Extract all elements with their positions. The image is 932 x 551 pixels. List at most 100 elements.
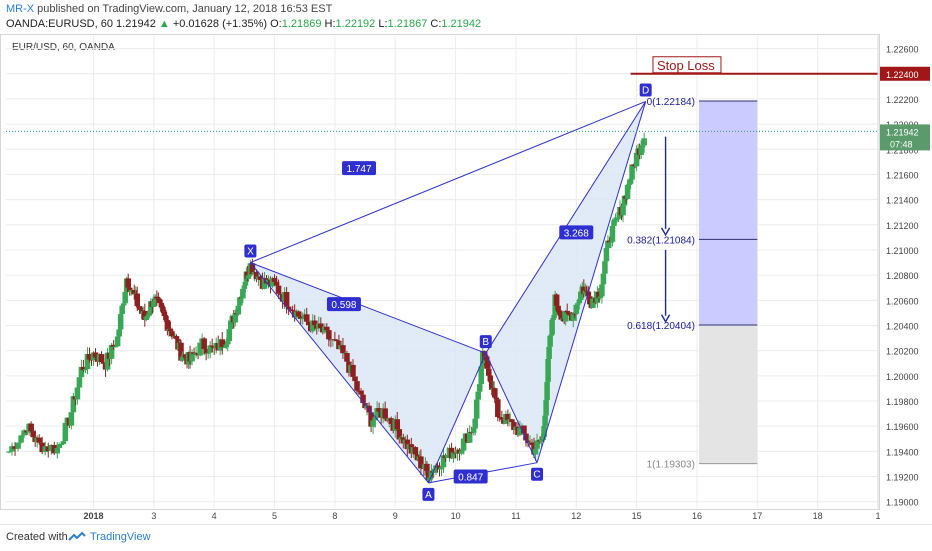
candle-body bbox=[228, 320, 234, 330]
candle-body bbox=[82, 369, 89, 371]
candle-body bbox=[207, 345, 213, 353]
candle-body bbox=[173, 336, 180, 339]
tradingview-logo-icon[interactable] bbox=[68, 531, 86, 543]
candle-body bbox=[489, 381, 495, 390]
risk-zone bbox=[698, 324, 758, 464]
candle-body bbox=[621, 195, 628, 206]
candle-body bbox=[582, 290, 589, 295]
candle-body bbox=[56, 444, 63, 448]
candle-body bbox=[155, 298, 162, 300]
candle-body bbox=[340, 345, 346, 354]
candle-body bbox=[334, 340, 340, 342]
candle-body bbox=[626, 183, 632, 186]
candle-body bbox=[160, 307, 166, 312]
candle-body bbox=[543, 400, 549, 416]
x-tick-label: 11 bbox=[511, 511, 520, 521]
y-tick-label: 1.21400 bbox=[886, 196, 919, 206]
candle-body bbox=[495, 399, 501, 417]
candle-body bbox=[158, 303, 165, 308]
candle-body bbox=[578, 291, 584, 301]
candle-body bbox=[221, 347, 228, 349]
ratio-label: 0.847 bbox=[458, 473, 483, 484]
x-tick-label: 10 bbox=[451, 511, 461, 521]
last-price-axis-value: 1.21942 bbox=[886, 127, 919, 137]
candle-body bbox=[492, 388, 498, 398]
candle-body bbox=[245, 275, 252, 279]
candle-body bbox=[244, 271, 251, 279]
candle-body bbox=[157, 299, 163, 304]
candle-body bbox=[108, 344, 115, 359]
last-price: 1.21942 bbox=[116, 18, 156, 30]
x-tick-label: 15 bbox=[632, 511, 642, 521]
candle-body bbox=[225, 341, 231, 345]
candle-body bbox=[205, 352, 211, 354]
candle-body bbox=[523, 433, 529, 441]
candle-body bbox=[120, 303, 127, 306]
y-tick-label: 1.22200 bbox=[886, 95, 919, 105]
candle-body bbox=[587, 296, 593, 305]
candle-body bbox=[585, 291, 592, 297]
close-value: 1.21942 bbox=[441, 18, 482, 30]
candle-body bbox=[546, 346, 552, 359]
candle-body bbox=[125, 278, 131, 288]
candle-body bbox=[134, 293, 141, 307]
x-tick-label: 9 bbox=[393, 511, 398, 521]
candle-body bbox=[545, 358, 551, 382]
candle-body bbox=[418, 456, 424, 469]
ohlc-line: OANDA:EURUSD, 60 1.21942 ▲ +0.01628 (+1.… bbox=[6, 18, 481, 30]
candle-body bbox=[542, 415, 548, 426]
candle-body bbox=[287, 309, 294, 311]
fib-level-label: 1(1.19303) bbox=[647, 460, 695, 471]
candle-body bbox=[472, 418, 478, 429]
candle-body bbox=[119, 305, 125, 315]
candle-body bbox=[189, 352, 195, 362]
y-tick-label: 1.20000 bbox=[886, 372, 919, 382]
candle-body bbox=[146, 312, 153, 316]
plot-area[interactable] bbox=[0, 34, 880, 510]
candle-body bbox=[431, 468, 438, 473]
y-tick-label: 1.20400 bbox=[886, 321, 919, 331]
candle-body bbox=[226, 329, 233, 342]
x-tick-label: 4 bbox=[212, 511, 217, 521]
ratio-label: 3.268 bbox=[564, 228, 589, 239]
x-tick-label: 5 bbox=[272, 511, 277, 521]
candle-body bbox=[169, 331, 175, 337]
fib-level-label: 0.382(1.21084) bbox=[627, 235, 695, 246]
candle-body bbox=[550, 317, 556, 320]
footer: Created with TradingView bbox=[0, 524, 932, 551]
candle-body bbox=[499, 417, 505, 420]
ratio-label: 1.747 bbox=[347, 164, 372, 175]
pattern-line-xb bbox=[250, 262, 486, 354]
candle-body bbox=[209, 345, 215, 347]
candle-body bbox=[269, 278, 276, 287]
x-tick-label: 18 bbox=[813, 511, 823, 521]
candle-body bbox=[476, 384, 483, 392]
candle-body bbox=[164, 320, 171, 331]
candle-body bbox=[104, 352, 111, 370]
candle-body bbox=[80, 366, 87, 371]
candle-body bbox=[28, 423, 34, 432]
candle-body bbox=[62, 422, 69, 442]
candle-body bbox=[478, 366, 484, 385]
candle-body bbox=[112, 346, 119, 348]
candle-body bbox=[110, 344, 117, 347]
candle-body bbox=[182, 354, 189, 358]
candle-body bbox=[143, 316, 150, 320]
candle-body bbox=[179, 356, 186, 361]
tradingview-brand-link[interactable]: TradingView bbox=[90, 531, 151, 543]
candle-body bbox=[167, 328, 174, 332]
close-label: C: bbox=[430, 18, 442, 30]
point-label-a: A bbox=[425, 490, 432, 501]
candle-body bbox=[614, 217, 620, 220]
point-label-b: B bbox=[482, 337, 489, 348]
candle-body bbox=[511, 421, 517, 430]
x-tick-label: 16 bbox=[692, 511, 702, 521]
candle-body bbox=[548, 334, 554, 336]
bar-countdown: 07:48 bbox=[890, 139, 913, 149]
point-label-d: D bbox=[642, 85, 649, 96]
candle-body bbox=[362, 403, 368, 409]
pattern-line-cd bbox=[536, 101, 647, 463]
candle-body bbox=[428, 470, 435, 478]
author-link[interactable]: MR-X bbox=[6, 3, 35, 15]
